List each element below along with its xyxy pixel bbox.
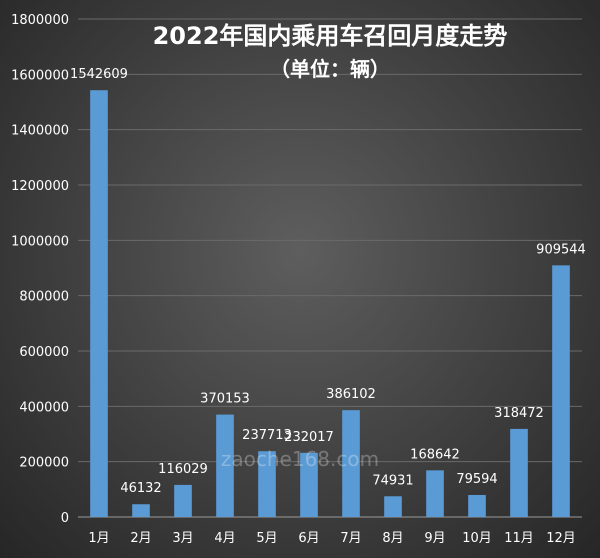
y-tick-label: 600000 — [19, 345, 69, 360]
data-label: 46132 — [120, 481, 161, 496]
x-tick-label: 3月 — [172, 531, 193, 546]
bar-7月[interactable] — [342, 410, 360, 517]
x-tick-label: 6月 — [298, 531, 319, 546]
chart-subtitle: （单位：辆） — [270, 57, 390, 81]
data-label: 237713 — [242, 428, 292, 443]
x-tick-label: 8月 — [382, 531, 403, 546]
data-label: 318472 — [494, 406, 544, 421]
x-tick-label: 10月 — [462, 531, 492, 546]
bar-8月[interactable] — [384, 496, 402, 517]
bar-6月[interactable] — [300, 452, 318, 517]
data-label: 74931 — [372, 473, 413, 488]
data-label: 909544 — [536, 242, 586, 257]
x-tick-label: 2月 — [130, 531, 151, 546]
x-tick-label: 4月 — [214, 531, 235, 546]
data-label: 116029 — [158, 462, 208, 477]
bar-2月[interactable] — [132, 504, 150, 517]
bar-9月[interactable] — [426, 470, 444, 517]
y-axis-ticks: 0 200000 400000 600000 800000 1000000 1200000 1… — [11, 13, 69, 526]
watermark-text: zaoche168.com — [221, 447, 379, 471]
bar-10月[interactable] — [468, 494, 486, 517]
bar-1月[interactable] — [90, 90, 108, 517]
bars — [90, 90, 570, 517]
y-tick-label: 800000 — [19, 290, 69, 305]
bar-4月[interactable] — [216, 414, 234, 517]
bar-5月[interactable] — [258, 451, 276, 517]
y-tick-label: 0 — [61, 511, 69, 526]
bar-3月[interactable] — [174, 484, 192, 517]
y-tick-label: 1200000 — [11, 179, 69, 194]
x-tick-label: 1月 — [88, 531, 109, 546]
data-label: 370153 — [200, 392, 250, 407]
y-tick-label: 1400000 — [11, 124, 69, 139]
y-tick-label: 400000 — [19, 400, 69, 415]
y-tick-label: 1800000 — [11, 13, 69, 28]
x-tick-label: 12月 — [546, 531, 576, 546]
x-tick-label: 5月 — [256, 531, 277, 546]
data-label: 1542609 — [70, 67, 128, 82]
bar-12月[interactable] — [552, 265, 570, 517]
x-tick-label: 9月 — [424, 531, 445, 546]
bar-11月[interactable] — [510, 428, 528, 517]
data-label: 232017 — [284, 430, 334, 445]
x-tick-label: 7月 — [340, 531, 361, 546]
y-tick-label: 200000 — [19, 456, 69, 471]
y-tick-label: 1000000 — [11, 234, 69, 249]
x-tick-label: 11月 — [504, 531, 534, 546]
x-axis-categories: 1月 2月 3月 4月 5月 6月 7月 8月 9月 10月 11月 12月 — [88, 531, 575, 546]
y-tick-label: 1600000 — [11, 68, 69, 83]
gridlines — [78, 18, 582, 518]
data-label: 79594 — [456, 472, 497, 487]
data-label: 386102 — [326, 387, 376, 402]
chart-title: 2022年国内乘用车召回月度走势 — [153, 22, 508, 50]
data-label: 168642 — [410, 447, 460, 462]
